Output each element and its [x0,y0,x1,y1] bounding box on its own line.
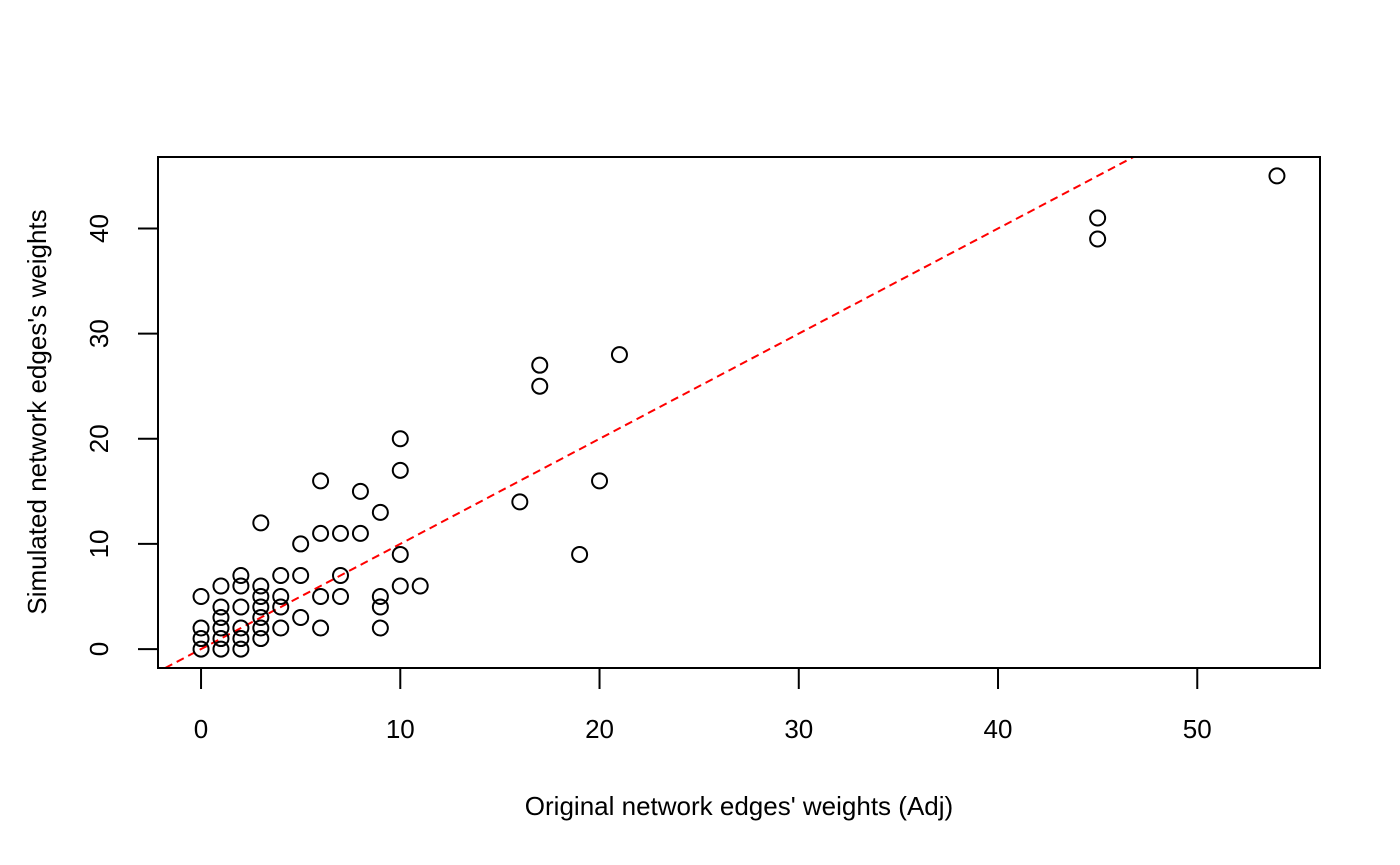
data-point [292,566,310,584]
data-point [332,588,350,606]
data-point [252,598,270,616]
data-point [272,566,290,584]
data-point [252,619,270,637]
x-axis: 0 10 20 30 40 50 [194,667,1212,744]
data-point [232,566,250,584]
data-point [312,619,330,637]
y-tick-label: 10 [84,529,114,558]
x-tick-label: 10 [386,714,415,744]
data-point [232,640,250,658]
data-point [391,461,409,479]
data-point [312,524,330,542]
y-axis: 0 10 20 30 40 [84,214,159,656]
data-point [252,514,270,532]
data-point [212,630,230,648]
data-point [192,630,210,648]
reference-line-layer [164,156,1134,669]
data-point [1089,230,1107,248]
data-point [252,588,270,606]
x-axis-title: Original network edges' weights (Adj) [525,791,953,821]
y-tick-label: 20 [84,424,114,453]
data-point [212,619,230,637]
data-point [192,619,210,637]
data-point [192,640,210,658]
data-point [391,430,409,448]
data-point [212,609,230,627]
data-point [371,619,389,637]
data-point [391,545,409,563]
data-point [371,598,389,616]
data-point [531,377,549,395]
data-point [252,630,270,648]
data-point [371,588,389,606]
data-point [351,482,369,500]
data-point [411,577,429,595]
data-point [232,619,250,637]
data-point [531,356,549,374]
y-tick-label: 40 [84,214,114,243]
y-tick-label: 30 [84,319,114,348]
data-points-layer [192,167,1286,658]
data-point [212,598,230,616]
data-point [212,640,230,658]
reference-line [164,156,1134,669]
data-point [232,630,250,648]
data-point [312,588,330,606]
data-point [511,493,529,511]
data-point [312,472,330,490]
data-point [371,503,389,521]
data-point [610,346,628,364]
plot-frame [157,156,1321,669]
data-point [232,598,250,616]
data-point [332,566,350,584]
data-point [591,472,609,490]
y-axis-title: Simulated network edges's weights [22,209,52,614]
y-tick-label: 0 [84,642,114,656]
x-tick-label: 40 [984,714,1013,744]
data-point [212,577,230,595]
data-point [1268,167,1286,185]
data-point [252,577,270,595]
data-point [292,609,310,627]
data-point [272,598,290,616]
x-tick-label: 50 [1183,714,1212,744]
data-point [332,524,350,542]
data-point [1089,209,1107,227]
x-tick-label: 0 [194,714,208,744]
x-tick-label: 20 [585,714,614,744]
data-point [391,577,409,595]
x-tick-label: 30 [784,714,813,744]
data-point [292,535,310,553]
data-point [351,524,369,542]
data-point [232,577,250,595]
data-point [571,545,589,563]
data-point [272,619,290,637]
data-point [192,588,210,606]
data-point [252,609,270,627]
data-point [272,588,290,606]
